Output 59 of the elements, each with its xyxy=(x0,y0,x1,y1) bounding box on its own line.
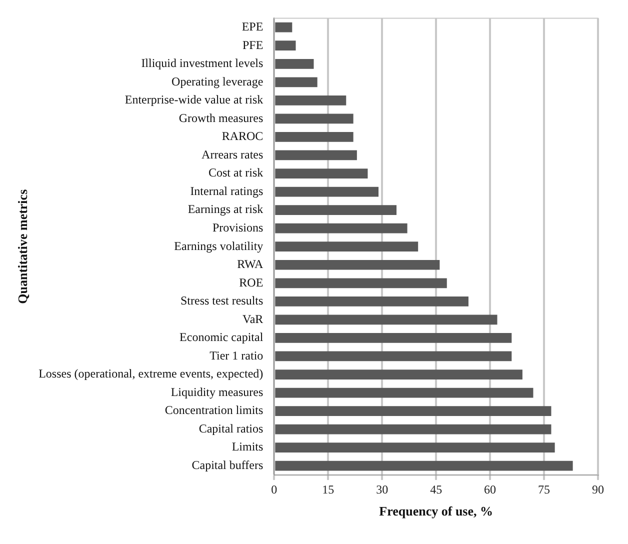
bar xyxy=(275,205,397,215)
x-tick-label: 60 xyxy=(484,482,496,496)
bar xyxy=(275,150,357,160)
y-tick-label: Operating leverage xyxy=(172,74,264,88)
bar xyxy=(275,442,555,453)
x-tick-label: 30 xyxy=(376,482,388,496)
y-axis-title: Quantitative metrics xyxy=(15,189,30,304)
bar xyxy=(275,223,408,234)
bar xyxy=(275,260,440,270)
bar xyxy=(275,278,447,288)
y-tick-label: Arrears rates xyxy=(202,147,264,162)
bar xyxy=(275,77,318,88)
y-tick-label: Liquidity measures xyxy=(170,384,264,399)
y-tick-label: Illiquid investment levels xyxy=(141,56,264,70)
x-tick-label: 15 xyxy=(322,482,334,496)
y-tick-label: PFE xyxy=(242,38,264,52)
y-tick-label: Enterprise-wide value at risk xyxy=(124,92,264,107)
bar xyxy=(275,424,552,434)
bar xyxy=(275,186,379,197)
bar xyxy=(275,95,346,106)
y-tick-label: Stress test results xyxy=(180,294,264,308)
y-tick-label: RAROC xyxy=(222,129,264,144)
bar xyxy=(275,114,354,124)
y-tick-label: Economic capital xyxy=(180,330,264,344)
x-tick-label: 75 xyxy=(538,482,550,496)
x-tick-label: 45 xyxy=(430,482,442,496)
y-tick-label: Losses (operational, extreme events, expected) xyxy=(38,366,264,381)
y-tick-label: Concentration limits xyxy=(164,403,264,418)
y-tick-label: Tier 1 ratio xyxy=(210,348,264,362)
y-tick-label: Limits xyxy=(232,440,264,454)
y-tick-label: Internal ratings xyxy=(190,184,264,198)
bar xyxy=(275,242,418,252)
bar xyxy=(275,314,498,325)
y-tick-label: Earnings at risk xyxy=(188,202,264,216)
bar xyxy=(275,333,512,343)
bar xyxy=(275,388,534,398)
y-tick-label: VaR xyxy=(242,312,264,326)
y-tick-label: ROE xyxy=(239,275,264,290)
y-tick-label: Capital buffers xyxy=(192,458,264,472)
y-tick-label: Growth measures xyxy=(178,110,264,125)
x-axis-title: Frequency of use, % xyxy=(379,504,494,519)
bar xyxy=(275,40,296,51)
y-tick-label: Earnings volatility xyxy=(174,238,264,253)
y-tick-label: RWA xyxy=(237,257,264,272)
x-tick-label: 0 xyxy=(271,482,278,496)
bar xyxy=(275,406,552,416)
bar xyxy=(275,460,573,471)
y-tick-label: EPE xyxy=(242,19,264,34)
y-tick-label: Capital ratios xyxy=(198,421,264,436)
y-tick-label: Provisions xyxy=(212,220,264,234)
bar xyxy=(275,370,522,380)
bar xyxy=(275,296,468,306)
x-tick-label: 90 xyxy=(592,482,604,496)
bar xyxy=(275,22,292,32)
bar xyxy=(275,132,354,142)
bar xyxy=(275,351,512,362)
bar xyxy=(275,58,314,69)
bar xyxy=(275,168,368,178)
y-tick-label: Cost at risk xyxy=(208,166,264,180)
